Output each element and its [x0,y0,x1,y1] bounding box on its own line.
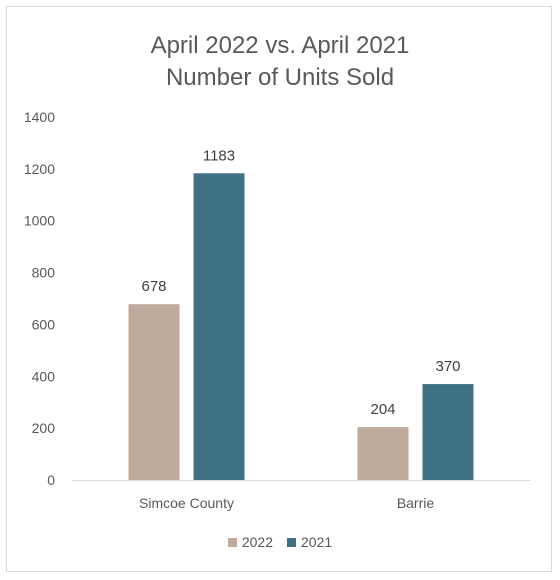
bar-2022-simcoe-county [128,304,180,480]
y-tick-label: 400 [32,368,56,384]
legend-label-2022: 2022 [241,534,273,550]
legend-item-2021: 2021 [287,534,332,550]
x-category-label: Barrie [397,495,435,511]
y-tick-label: 200 [32,420,56,436]
legend-item-2022: 2022 [227,534,273,550]
y-tick-label: 800 [32,265,56,281]
bar-2021-barrie [422,384,474,480]
y-tick-label: 600 [32,316,56,332]
y-tick-label: 1000 [24,213,55,229]
chart-title-line-2: Number of Units Sold [165,64,395,91]
y-tick-label: 0 [47,472,55,488]
legend-swatch-2021 [287,537,296,547]
chart-title-line-1: April 2022 vs. April 2021 [150,32,410,59]
legend-label-2021: 2021 [301,534,333,550]
legend: 2022 2021 [0,534,560,550]
y-tick-label: 1200 [24,161,55,177]
data-label: 204 [370,401,395,418]
x-category-label: Simcoe County [139,495,234,511]
legend-swatch-2022 [227,537,237,547]
bar-2022-barrie [357,427,409,480]
data-label: 370 [435,358,460,375]
y-tick-label: 1400 [24,109,55,125]
bar-2021-simcoe-county [193,173,245,480]
data-label: 1183 [203,147,235,164]
data-label: 678 [141,278,166,295]
